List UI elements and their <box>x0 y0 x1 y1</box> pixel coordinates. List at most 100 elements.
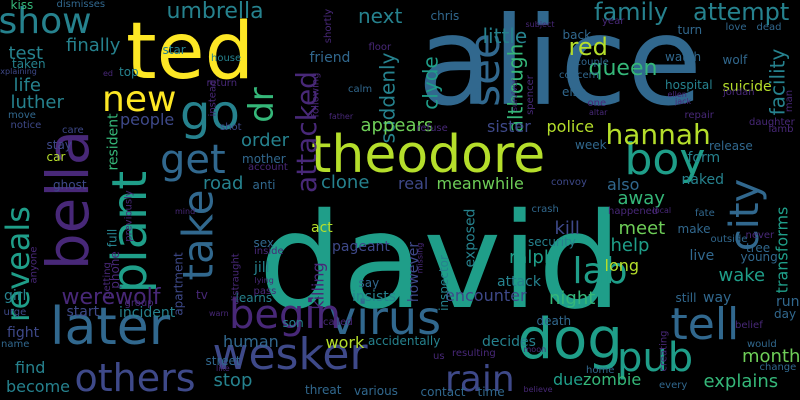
word-next: next <box>358 4 403 28</box>
word-refuse: refuse <box>416 123 448 134</box>
word-various: various <box>354 384 398 398</box>
word-top: top <box>119 65 139 79</box>
word-apartment: apartment <box>171 252 186 316</box>
word-say: say <box>358 276 380 290</box>
word-account: account <box>248 162 288 173</box>
word-father: father <box>329 112 354 121</box>
word-taken: taken <box>12 57 46 71</box>
word-still: still <box>675 291 697 305</box>
word-star: star <box>162 43 186 57</box>
word-house: house <box>211 53 242 64</box>
word-tell: tell <box>670 299 740 350</box>
word-would: would <box>747 339 777 350</box>
word-hospital: hospital <box>665 78 713 92</box>
word-encounter: encounter <box>445 286 527 305</box>
word-back: back <box>562 28 592 42</box>
word-young: young <box>740 250 778 264</box>
word-calm: calm <box>348 84 373 95</box>
word-care: care <box>62 125 84 136</box>
word-explains: explains <box>703 371 779 392</box>
word-later: later <box>50 297 171 357</box>
word-threat: threat <box>305 383 342 397</box>
word-clone: clone <box>321 172 370 193</box>
word-luther: luther <box>10 92 64 113</box>
word-instead: instead <box>206 79 218 117</box>
word-missing: missing <box>414 242 424 274</box>
word-group: group <box>124 298 154 309</box>
word-chris: chris <box>430 9 460 23</box>
word-creating: creating <box>658 330 670 372</box>
word-altar: altar <box>589 108 608 117</box>
word-son: son <box>282 316 304 330</box>
word-killing: killing <box>308 262 328 310</box>
word-insists: insists <box>352 289 397 305</box>
word-else: else <box>562 85 587 99</box>
word-floor: floor <box>368 42 392 53</box>
word-contact: contact <box>420 385 466 399</box>
word-act: act <box>311 220 333 236</box>
word-sister: sister <box>487 117 531 136</box>
word-people: people <box>120 110 175 129</box>
word-new: new <box>102 79 177 120</box>
word-decides: decides <box>482 334 536 350</box>
word-inside: inside <box>254 246 284 257</box>
word-couple: couple <box>575 57 609 68</box>
word-concern: concern <box>559 70 599 81</box>
word-road: road <box>203 173 244 194</box>
word-alice: alice <box>417 0 703 133</box>
word-form: form <box>687 150 721 166</box>
word-mother: mother <box>242 152 286 166</box>
word-david: david <box>258 185 622 339</box>
word-pass: pass <box>253 286 277 297</box>
word-anyone: anyone <box>28 246 39 284</box>
word-test: test <box>8 43 44 64</box>
word-theodore: theodore <box>311 125 546 185</box>
word-family: family <box>594 0 669 26</box>
word-death: death <box>536 314 572 328</box>
word-incident: incident <box>119 305 176 321</box>
word-kiss: kiss <box>10 0 34 12</box>
word-anti: anti <box>252 178 276 192</box>
word-time: time <box>477 385 505 399</box>
word-red: red <box>568 33 608 61</box>
word-inspector: inspector <box>436 255 451 311</box>
word-wesker: wesker <box>212 329 368 380</box>
word-change: change <box>759 362 797 373</box>
word-show: show <box>0 1 92 42</box>
word-week: week <box>575 138 607 152</box>
word-month: month <box>742 346 800 367</box>
word-daughter: daughter <box>749 117 795 128</box>
word-meet: meet <box>618 218 666 239</box>
word-home: home <box>586 365 615 376</box>
word-attack: attack <box>497 274 541 290</box>
word-release: release <box>709 139 753 153</box>
word-believe: believe <box>523 385 553 394</box>
word-shortly: shortly <box>323 8 335 44</box>
word-turn: turn <box>677 23 703 37</box>
word-shot: shot <box>220 122 242 133</box>
word-lying: lying <box>254 276 274 285</box>
word-find: find <box>15 358 46 377</box>
word-little: little <box>482 24 528 48</box>
word-ed: ed <box>103 69 113 78</box>
word-help: help <box>610 235 650 256</box>
word-real: real <box>398 174 429 193</box>
word-meanwhile: meanwhile <box>436 174 524 193</box>
word-resident: resident <box>105 113 122 171</box>
word-due: due <box>553 370 584 389</box>
word-notice: notice <box>10 120 42 131</box>
word-become: become <box>6 377 71 396</box>
word-survivor: survivor <box>510 78 520 112</box>
word-rain: rain <box>445 359 515 400</box>
word-go: go <box>180 85 240 141</box>
word-clyde: clyde <box>418 56 443 110</box>
word-way: way <box>703 290 732 306</box>
word-called: called <box>323 317 353 328</box>
word-accidentally: accidentally <box>368 334 441 348</box>
word-jack: jack <box>675 97 692 106</box>
word-sex: sex <box>253 236 275 250</box>
word-never: never <box>745 230 775 241</box>
word-fate: fate <box>695 208 715 219</box>
word-friend: friend <box>309 50 351 66</box>
word-watch: watch <box>665 50 702 64</box>
